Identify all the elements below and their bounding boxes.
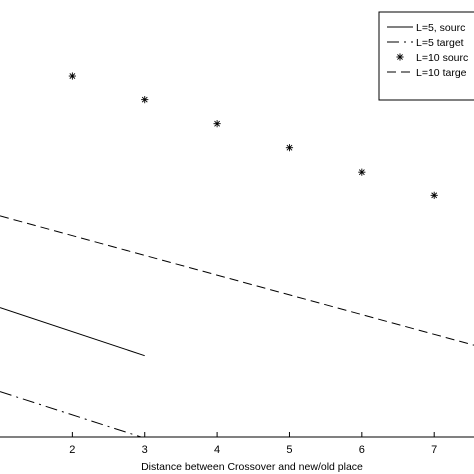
x-axis-label: Distance between Crossover and new/old p… xyxy=(141,461,363,473)
data-point xyxy=(141,96,149,104)
legend-label: L=10 sourc xyxy=(416,52,468,64)
legend-entry: L=10 targe xyxy=(387,67,467,79)
x-ticks: 2 3 4 5 6 7 xyxy=(69,432,437,456)
series-line-solid-0 xyxy=(0,307,145,357)
data-point xyxy=(358,168,366,176)
legend-label: L=5 target xyxy=(416,37,464,49)
x-tick-label: 7 xyxy=(431,444,437,456)
data-point xyxy=(68,72,76,80)
series-line-dashed-3 xyxy=(0,215,474,346)
x-tick-label: 4 xyxy=(214,444,220,456)
data-point xyxy=(285,144,294,152)
x-tick-label: 2 xyxy=(69,444,75,456)
series-line-dash-dot-1 xyxy=(0,391,142,438)
series-star-markers-2 xyxy=(68,72,438,199)
legend-marker xyxy=(396,53,404,61)
legend-entry: L=10 sourc xyxy=(396,52,468,64)
x-tick-label: 5 xyxy=(286,444,292,456)
x-tick-label: 6 xyxy=(359,444,365,456)
data-point xyxy=(430,191,438,199)
legend-label: L=10 targe xyxy=(416,67,467,79)
data-point xyxy=(213,120,221,128)
legend: L=5, sourc L=5 target L=10 sourc L=10 targe xyxy=(378,11,474,101)
x-tick-label: 3 xyxy=(142,444,148,456)
legend-entry: L=5 target xyxy=(387,37,464,49)
legend-entry: L=5, sourc xyxy=(387,22,465,34)
series-layer xyxy=(0,72,474,438)
legend-label: L=5, sourc xyxy=(416,22,465,34)
